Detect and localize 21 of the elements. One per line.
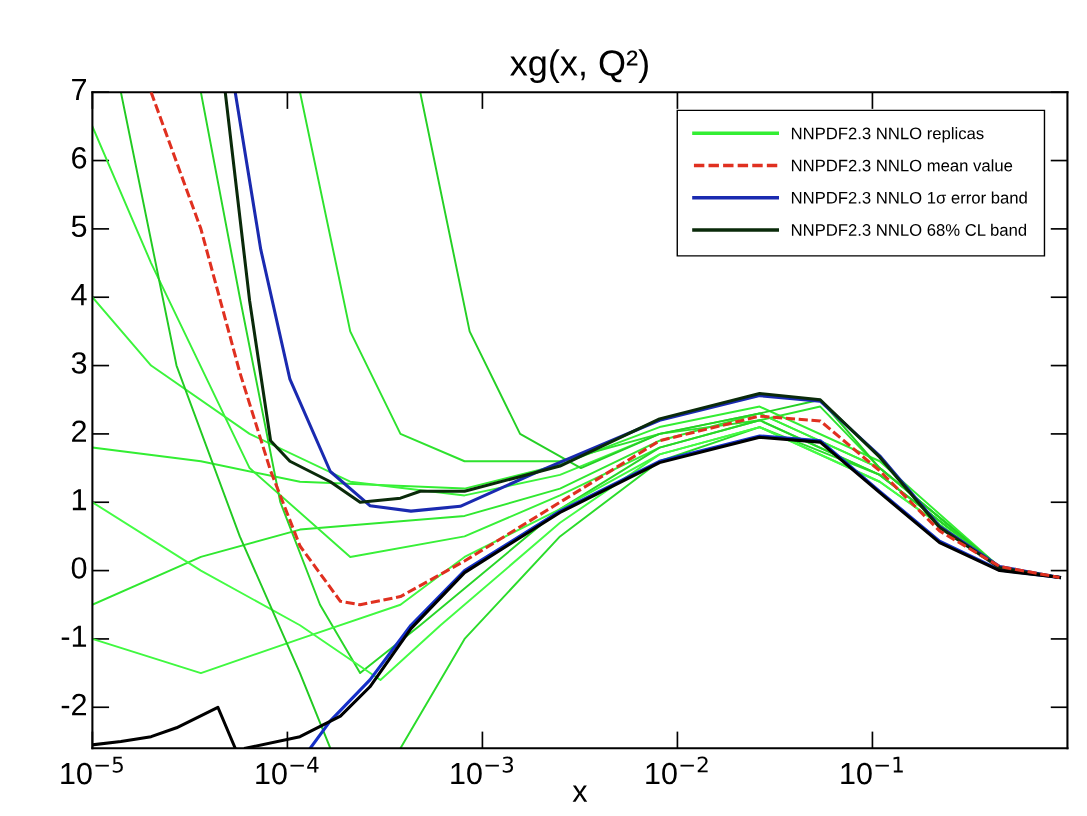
legend-label: NNPDF2.3 NNLO 68% CL band [791,223,1027,236]
y-tick-label: -1 [61,625,87,647]
x-axis-title: x [572,785,588,802]
y-tick-label: 5 [71,215,87,238]
y-tick-label: 4 [71,284,87,306]
legend-label: NNPDF2.3 NNLO mean value [791,159,1013,172]
y-tick-label: -2 [61,693,86,716]
y-tick-label: 1 [72,489,87,511]
x-tick-label: 10$^{−3}$ [451,756,514,785]
y-tick-label: 2 [72,420,86,442]
y-tick-label: 0 [71,557,87,579]
x-tick-label: 10$^{−2}$ [646,756,708,785]
x-tick-label: 10$^{−4}$ [256,756,319,785]
y-tick-label: 3 [71,352,87,374]
chart-title: xg(x, Q²) [510,49,648,84]
x-tick-label: 10$^{−1}$ [841,756,903,785]
y-tick-label: 7 [72,79,86,101]
legend-label: NNPDF2.3 NNLO 1σ error band [791,191,1027,204]
legend-label: NNPDF2.3 NNLO replicas [791,127,984,143]
y-tick-label: 6 [72,147,87,169]
x-tick-label: 10$^{−5}$ [61,756,123,785]
